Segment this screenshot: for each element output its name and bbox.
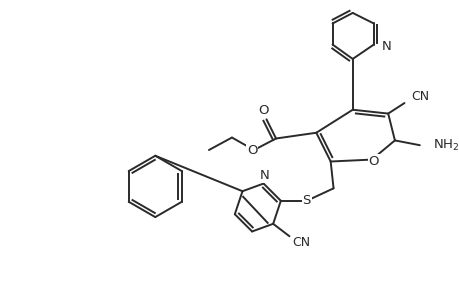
Text: CN: CN xyxy=(410,90,428,103)
Text: S: S xyxy=(302,194,310,207)
Text: N: N xyxy=(381,40,390,53)
Text: CN: CN xyxy=(291,236,309,248)
Text: O: O xyxy=(368,155,378,168)
Text: N: N xyxy=(259,169,269,182)
Text: O: O xyxy=(246,145,257,158)
Text: O: O xyxy=(258,104,268,117)
Text: NH$_2$: NH$_2$ xyxy=(432,138,459,153)
